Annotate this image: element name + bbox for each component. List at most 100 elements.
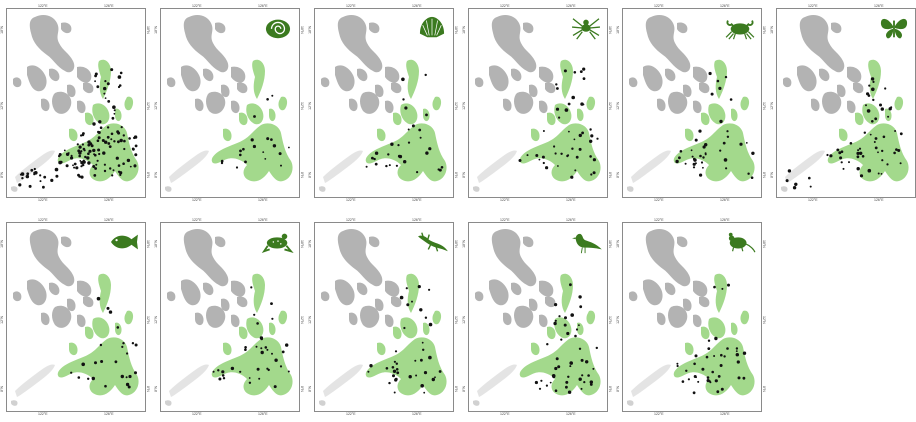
philippines-map	[11, 229, 139, 406]
occurrence-records	[212, 286, 290, 389]
tick-label: 8°N	[146, 172, 150, 178]
map-panel: 122°E 126°E 122°E 126°E 18°N 12°N 8°N 18…	[154, 4, 304, 202]
tick-label: 122°E	[500, 198, 510, 202]
tick-label: 18°N	[0, 240, 4, 248]
tick-label: 126°E	[258, 412, 268, 416]
land-other	[629, 15, 710, 114]
philippines-map	[165, 15, 293, 192]
tick-label: 122°E	[346, 218, 356, 222]
tick-label: 122°E	[500, 218, 510, 222]
tick-label: 12°N	[308, 102, 312, 110]
tick-label: 18°N	[462, 240, 466, 248]
land-other	[13, 15, 94, 114]
tick-label: 18°N	[154, 240, 158, 248]
land-focus	[365, 59, 447, 182]
tick-label: 126°E	[258, 198, 268, 202]
tick-label: 18°N	[616, 26, 620, 34]
tick-label: 18°N	[616, 240, 620, 248]
philippines-map	[473, 15, 601, 192]
philippines-map	[11, 15, 139, 192]
tick-label: 122°E	[500, 4, 510, 8]
land-other	[783, 15, 864, 114]
occurrence-records	[675, 71, 755, 179]
philippines-map	[319, 15, 447, 192]
tick-label: 18°N	[454, 240, 458, 248]
tick-label: 12°N	[308, 316, 312, 324]
tick-label: 12°N	[300, 102, 304, 110]
tick-label: 12°N	[462, 316, 466, 324]
map-panel: 122°E 126°E 122°E 126°E 18°N 12°N 8°N 18…	[0, 4, 150, 202]
tick-label: 122°E	[654, 412, 664, 416]
map-frame	[160, 222, 300, 412]
tick-label: 122°E	[654, 218, 664, 222]
tick-label: 18°N	[146, 240, 150, 248]
tick-label: 12°N	[762, 102, 766, 110]
land-other	[321, 15, 402, 114]
tick-label: 12°N	[300, 316, 304, 324]
philippines-map	[473, 229, 601, 406]
tick-label: 8°N	[608, 172, 612, 178]
tick-label: 126°E	[720, 412, 730, 416]
occurrence-records	[367, 285, 442, 394]
map-panel: 122°E 126°E 122°E 126°E 18°N 12°N 8°N 18…	[462, 4, 612, 202]
tick-label: 12°N	[616, 316, 620, 324]
map-frame	[622, 222, 762, 412]
land-other	[13, 229, 94, 328]
tick-label: 8°N	[0, 172, 4, 178]
tick-label: 18°N	[154, 26, 158, 34]
map-panel: 122°E 126°E 122°E 126°E 18°N 12°N 8°N 18…	[616, 4, 766, 202]
crab-icon	[725, 20, 755, 40]
land-other	[629, 229, 710, 328]
philippines-map	[319, 229, 447, 406]
land-focus	[827, 59, 909, 182]
tick-label: 18°N	[770, 26, 774, 34]
land-other	[167, 229, 248, 328]
tick-label: 122°E	[192, 198, 202, 202]
map-panel: 122°E 126°E 122°E 126°E 18°N 12°N 8°N 18…	[616, 218, 766, 416]
map-frame	[622, 8, 762, 198]
tick-label: 122°E	[654, 198, 664, 202]
tick-label: 18°N	[300, 240, 304, 248]
tick-label: 126°E	[412, 218, 422, 222]
tick-label: 8°N	[154, 386, 158, 392]
tick-label: 126°E	[412, 198, 422, 202]
tick-label: 122°E	[346, 4, 356, 8]
occurrence-records	[676, 283, 747, 395]
map-frame	[6, 8, 146, 198]
tick-label: 122°E	[808, 4, 818, 8]
tick-label: 18°N	[608, 26, 612, 34]
tick-label: 12°N	[462, 102, 466, 110]
map-frame	[314, 8, 454, 198]
land-focus	[211, 59, 293, 182]
occurrence-records	[518, 67, 599, 179]
tick-label: 8°N	[300, 386, 304, 392]
tick-label: 122°E	[38, 218, 48, 222]
tick-label: 122°E	[808, 198, 818, 202]
occurrence-records	[18, 68, 138, 189]
tick-label: 122°E	[500, 412, 510, 416]
tick-label: 122°E	[192, 218, 202, 222]
tick-label: 18°N	[454, 26, 458, 34]
map-frame	[314, 222, 454, 412]
land-other	[167, 15, 248, 114]
map-frame	[468, 8, 608, 198]
tick-label: 126°E	[566, 198, 576, 202]
map-frame	[468, 222, 608, 412]
map-frame	[776, 8, 916, 198]
tick-label: 122°E	[38, 198, 48, 202]
tick-label: 8°N	[146, 386, 150, 392]
tick-label: 8°N	[0, 386, 4, 392]
philippines-map	[627, 15, 755, 192]
tick-label: 126°E	[720, 198, 730, 202]
tick-label: 126°E	[720, 218, 730, 222]
tick-label: 126°E	[104, 198, 114, 202]
lizard-icon	[418, 232, 448, 252]
tick-label: 12°N	[608, 316, 612, 324]
tick-label: 126°E	[104, 4, 114, 8]
tick-label: 18°N	[308, 26, 312, 34]
tick-label: 126°E	[874, 4, 884, 8]
occurrence-records	[534, 283, 598, 394]
tick-label: 12°N	[454, 316, 458, 324]
land-focus	[57, 59, 139, 182]
land-focus	[519, 59, 601, 182]
